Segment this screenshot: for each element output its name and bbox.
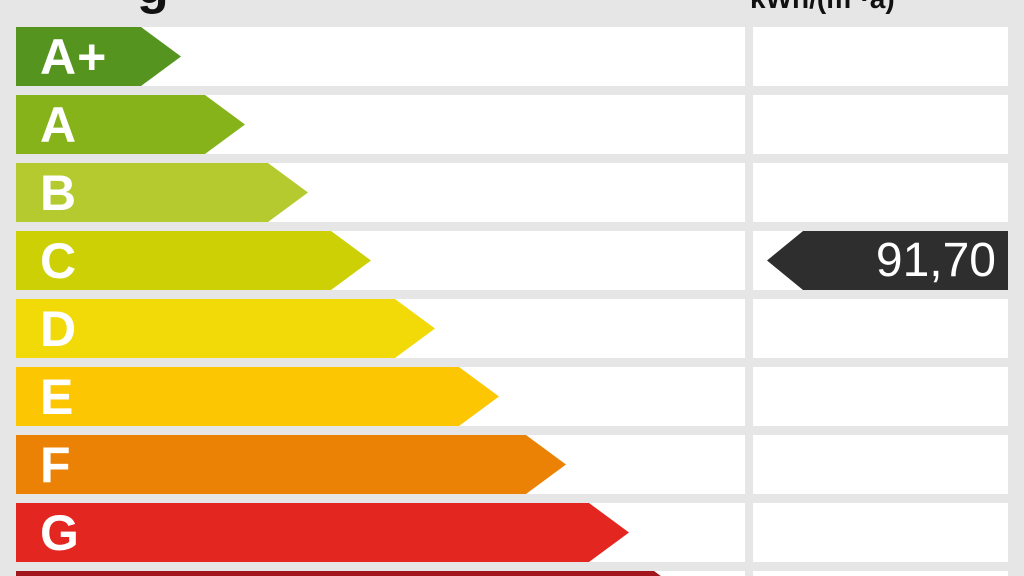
value-cell <box>753 299 1008 358</box>
rating-row-a: A <box>0 95 1024 154</box>
rating-row-d: D <box>0 299 1024 358</box>
rating-letter: A <box>40 96 78 153</box>
rating-row-a-plus: A+ <box>0 27 1024 86</box>
rating-row-g: G <box>0 503 1024 562</box>
value-cell: 91,70 <box>753 231 1008 290</box>
rating-bar-b: B <box>16 163 308 222</box>
rating-bar-g: G <box>16 503 629 562</box>
rating-letter: E <box>40 368 75 425</box>
rating-row-clipped <box>0 571 1024 576</box>
rating-row-f: F <box>0 435 1024 494</box>
value-marker-text: 91,70 <box>875 233 996 287</box>
value-cell <box>753 571 1008 576</box>
rating-row-track: A <box>16 95 745 154</box>
value-cell <box>753 503 1008 562</box>
rating-row-track: E <box>16 367 745 426</box>
rating-row-e: E <box>0 367 1024 426</box>
rating-bar-a: A <box>16 95 245 154</box>
rating-rows: A+ A B C <box>0 27 1024 576</box>
value-cell <box>753 27 1008 86</box>
value-cell <box>753 95 1008 154</box>
rating-bar-d: D <box>16 299 435 358</box>
rating-row-track: A+ <box>16 27 745 86</box>
rating-row-b: B <box>0 163 1024 222</box>
unit-label: kWh/(m²·a) <box>750 0 895 13</box>
rating-letter: G <box>40 504 80 561</box>
value-marker-arrow: 91,70 <box>767 231 1008 290</box>
value-cell <box>753 367 1008 426</box>
rating-letter: D <box>40 300 78 357</box>
rating-letter: C <box>40 232 78 289</box>
clipped-heading-text: g <box>137 0 169 12</box>
rating-bar-a-plus: A+ <box>16 27 181 86</box>
rating-row-c: C 91,70 <box>0 231 1024 290</box>
value-cell <box>753 163 1008 222</box>
rating-row-track: F <box>16 435 745 494</box>
value-cell <box>753 435 1008 494</box>
rating-bar-e: E <box>16 367 499 426</box>
rating-row-track <box>16 571 745 576</box>
rating-bar-f: F <box>16 435 566 494</box>
rating-letter: A+ <box>40 28 108 85</box>
rating-row-track: B <box>16 163 745 222</box>
rating-bar-c: C <box>16 231 371 290</box>
rating-row-track: C <box>16 231 745 290</box>
rating-bar-clipped <box>16 571 694 576</box>
rating-row-track: D <box>16 299 745 358</box>
rating-row-track: G <box>16 503 745 562</box>
rating-letter: B <box>40 164 78 221</box>
rating-letter: F <box>40 436 72 493</box>
